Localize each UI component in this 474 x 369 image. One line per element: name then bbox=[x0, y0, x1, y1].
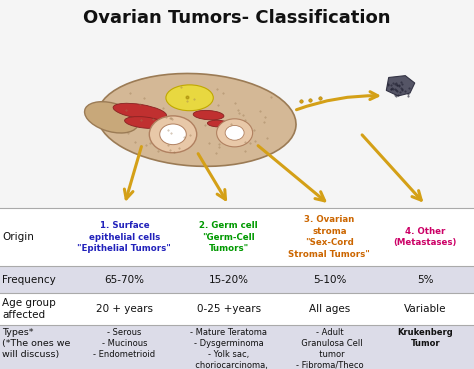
Circle shape bbox=[225, 125, 244, 140]
Circle shape bbox=[217, 119, 253, 147]
Ellipse shape bbox=[84, 102, 138, 133]
Text: 0-25 +years: 0-25 +years bbox=[197, 304, 261, 314]
Text: Origin: Origin bbox=[2, 232, 34, 242]
Text: 20 + years: 20 + years bbox=[96, 304, 153, 314]
Circle shape bbox=[149, 116, 197, 153]
Bar bbox=[0, 208, 474, 266]
Bar bbox=[0, 325, 474, 369]
Ellipse shape bbox=[208, 120, 228, 127]
Text: 1. Surface
epithelial cells
"Epithelial Tumors": 1. Surface epithelial cells "Epithelial … bbox=[77, 221, 172, 253]
Text: Frequency: Frequency bbox=[2, 275, 56, 284]
Text: Types*
(*The ones we
will discuss): Types* (*The ones we will discuss) bbox=[2, 328, 71, 359]
Text: - Adult
  Granulosa Cell
  tumor
- Fibroma/Theco
  ma: - Adult Granulosa Cell tumor - Fibroma/T… bbox=[296, 328, 363, 369]
Text: 3. Ovarian
stroma
"Sex-Cord
Stromal Tumors": 3. Ovarian stroma "Sex-Cord Stromal Tumo… bbox=[289, 215, 370, 259]
Ellipse shape bbox=[98, 73, 296, 166]
Text: Krukenberg
Tumor: Krukenberg Tumor bbox=[398, 328, 453, 348]
Polygon shape bbox=[386, 76, 415, 96]
Ellipse shape bbox=[113, 103, 166, 120]
Text: All ages: All ages bbox=[309, 304, 350, 314]
Text: Variable: Variable bbox=[404, 304, 447, 314]
Text: 2. Germ cell
"Germ-Cell
Tumors": 2. Germ cell "Germ-Cell Tumors" bbox=[200, 221, 258, 253]
Text: - Mature Teratoma
- Dysgerminoma
- Yolk sac,
  choriocarcinoma,
  Embryonal carc: - Mature Teratoma - Dysgerminoma - Yolk … bbox=[180, 328, 277, 369]
Text: 65-70%: 65-70% bbox=[104, 275, 145, 284]
Ellipse shape bbox=[193, 110, 224, 120]
Text: - Serous
- Mucinous
- Endometrioid: - Serous - Mucinous - Endometrioid bbox=[93, 328, 155, 359]
Text: Age group
affected: Age group affected bbox=[2, 298, 56, 320]
Text: 15-20%: 15-20% bbox=[209, 275, 249, 284]
Circle shape bbox=[160, 124, 186, 145]
Text: Ovarian Tumors- Classification: Ovarian Tumors- Classification bbox=[83, 9, 391, 27]
Ellipse shape bbox=[125, 117, 164, 128]
Ellipse shape bbox=[166, 85, 213, 111]
Text: 5-10%: 5-10% bbox=[313, 275, 346, 284]
Text: 5%: 5% bbox=[417, 275, 434, 284]
Bar bbox=[0, 293, 474, 325]
Bar bbox=[0, 266, 474, 293]
Text: 4. Other
(Metastases): 4. Other (Metastases) bbox=[394, 227, 457, 247]
